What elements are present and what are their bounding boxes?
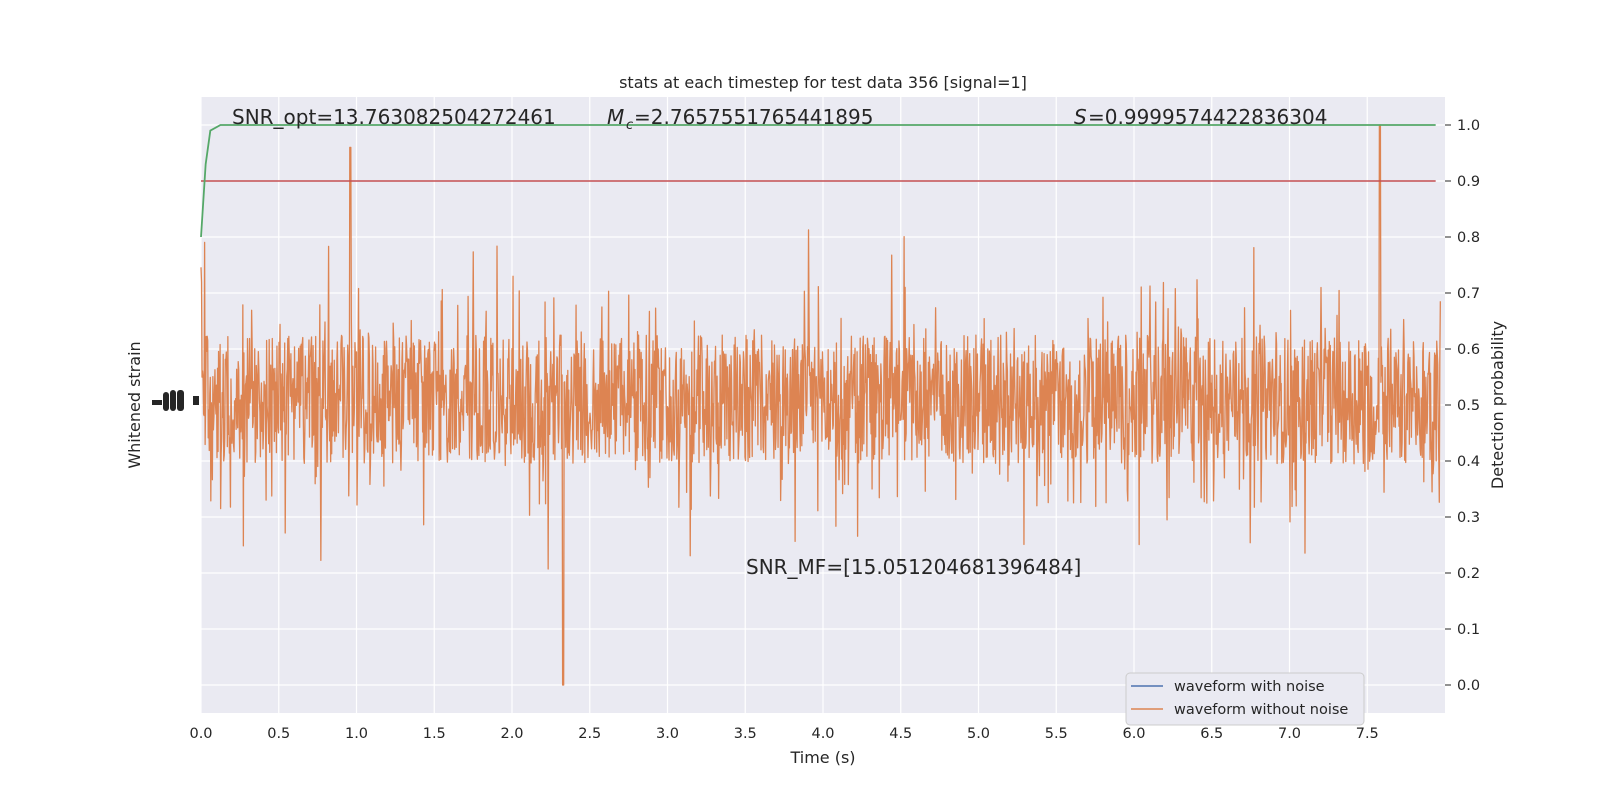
x-tick-label: 3.5 <box>734 726 757 742</box>
x-tick-label: 4.0 <box>811 726 834 742</box>
statistic-annotation: S =0.9999574422836304 <box>1074 105 1327 129</box>
x-tick-label: 2.0 <box>500 726 523 742</box>
y-tick-label: 0.2 <box>1457 566 1480 582</box>
y-tick-label: 0.9 <box>1457 174 1480 190</box>
y-tick-label: 0.3 <box>1457 510 1480 526</box>
x-tick-label: 1.0 <box>345 726 368 742</box>
detection-probability-line <box>200 124 1436 238</box>
chirp-mass-annotation: M c =2.7657551765441895 <box>607 105 873 133</box>
svg-text:S: S <box>1074 105 1087 129</box>
strain-series <box>200 124 1441 686</box>
left-axis-ticks-cluster <box>152 390 199 411</box>
probability-overlay <box>200 124 1436 238</box>
y-tick-label: 0.1 <box>1457 622 1480 638</box>
y-tick-label: 0.7 <box>1457 286 1480 302</box>
legend: waveform with noise waveform without noi… <box>1125 672 1365 726</box>
snr-opt-annotation: SNR_opt=13.763082504272461 <box>232 105 556 129</box>
x-axis-label: Time (s) <box>789 748 855 767</box>
y-tick-labels: 0.0 0.1 0.2 0.3 0.4 0.5 0.6 0.7 0.8 0.9 1.0 <box>1445 118 1480 694</box>
x-tick-label: 0.0 <box>189 726 212 742</box>
chart-title: stats at each timestep for test data 356… <box>619 73 1027 92</box>
x-tick-label: 2.5 <box>578 726 601 742</box>
y-tick-label: 0.6 <box>1457 342 1480 358</box>
snr-mf-annotation: SNR_MF=[15.051204681396484] <box>746 555 1081 579</box>
x-tick-label: 4.5 <box>889 726 912 742</box>
statistic-value: =0.9999574422836304 <box>1088 105 1327 129</box>
y-tick-label: 0.0 <box>1457 678 1480 694</box>
x-tick-labels: 0.0 0.5 1.0 1.5 2.0 2.5 3.0 3.5 4.0 4.5 5.0 5.5 6.0 6… <box>189 726 1378 742</box>
x-tick-label: 7.0 <box>1278 726 1301 742</box>
x-tick-label: 6.5 <box>1200 726 1223 742</box>
waveform-without-noise-line <box>200 124 1441 686</box>
legend-box <box>1125 672 1365 726</box>
legend-label-with-noise: waveform with noise <box>1174 679 1325 695</box>
legend-label-without-noise: waveform without noise <box>1174 702 1348 718</box>
x-tick-label: 3.0 <box>656 726 679 742</box>
y-tick-label: 0.5 <box>1457 398 1480 414</box>
y-tick-label: 0.8 <box>1457 230 1480 246</box>
y-axis-label-right: Detection probability <box>1488 321 1507 489</box>
svg-text:c: c <box>626 118 633 133</box>
x-tick-label: 7.5 <box>1356 726 1379 742</box>
x-tick-label: 5.0 <box>967 726 990 742</box>
y-tick-label: 1.0 <box>1457 118 1480 134</box>
y-axis-label-left: Whitened strain <box>125 341 144 468</box>
x-tick-label: 5.5 <box>1045 726 1068 742</box>
y-tick-label: 0.4 <box>1457 454 1480 470</box>
chirp-mass-value: =2.7657551765441895 <box>634 105 873 129</box>
x-tick-label: 6.0 <box>1122 726 1145 742</box>
x-tick-label: 1.5 <box>423 726 446 742</box>
x-tick-label: 0.5 <box>267 726 290 742</box>
svg-text:M: M <box>607 105 624 129</box>
